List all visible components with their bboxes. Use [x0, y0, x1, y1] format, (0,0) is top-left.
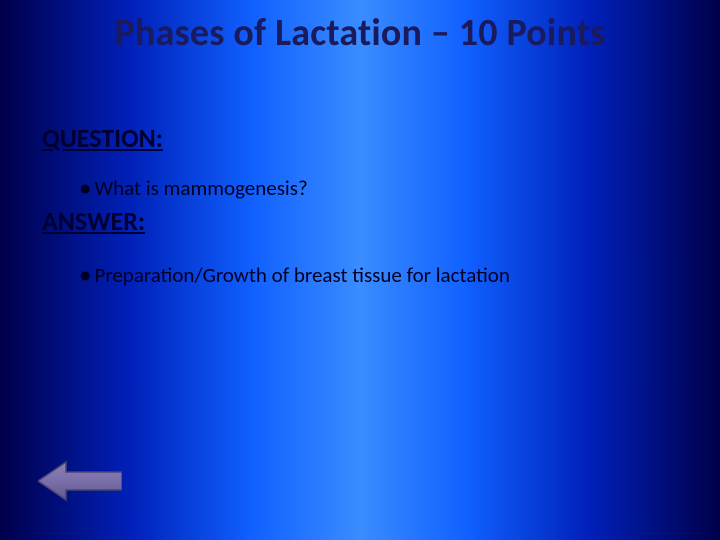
arrow-left-icon — [38, 460, 122, 502]
answer-bullet: •Preparation/Growth of breast tissue for… — [80, 262, 510, 288]
question-text: What is mammogenesis? — [94, 175, 307, 201]
question-bullet: •What is mammogenesis? — [80, 175, 308, 201]
back-arrow-button[interactable] — [38, 460, 122, 502]
question-heading: QUESTION: — [42, 122, 163, 154]
answer-heading: ANSWER: — [42, 205, 145, 237]
slide: Phases of Lactation – 10 Points QUESTION… — [0, 0, 720, 540]
slide-title: Phases of Lactation – 10 Points — [0, 10, 720, 56]
bullet-icon: • — [80, 262, 90, 288]
answer-text: Preparation/Growth of breast tissue for … — [94, 262, 509, 288]
bullet-icon: • — [80, 175, 90, 201]
